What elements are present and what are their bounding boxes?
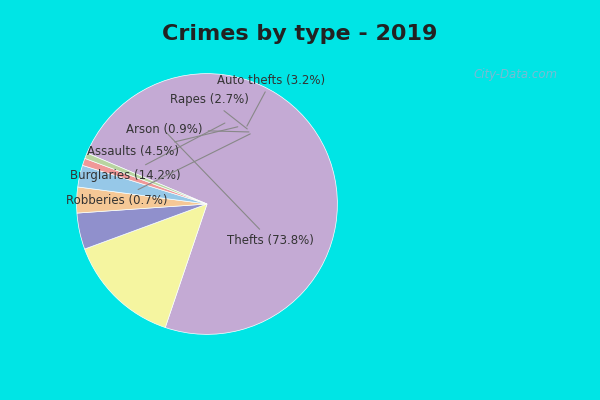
Text: City-Data.com: City-Data.com (474, 68, 558, 81)
Text: Robberies (0.7%): Robberies (0.7%) (66, 134, 250, 206)
Wedge shape (78, 165, 207, 204)
Text: Assaults (4.5%): Assaults (4.5%) (87, 127, 238, 158)
Wedge shape (85, 153, 207, 204)
Wedge shape (77, 204, 207, 249)
Text: Crimes by type - 2019: Crimes by type - 2019 (163, 24, 437, 44)
Wedge shape (87, 74, 337, 334)
Text: Burglaries (14.2%): Burglaries (14.2%) (70, 123, 225, 182)
Text: Rapes (2.7%): Rapes (2.7%) (170, 93, 250, 129)
Text: Arson (0.9%): Arson (0.9%) (126, 123, 249, 136)
Text: Auto thefts (3.2%): Auto thefts (3.2%) (217, 74, 326, 126)
Wedge shape (77, 187, 207, 213)
Wedge shape (85, 204, 207, 328)
Text: Thefts (73.8%): Thefts (73.8%) (166, 133, 314, 247)
Wedge shape (82, 158, 207, 204)
